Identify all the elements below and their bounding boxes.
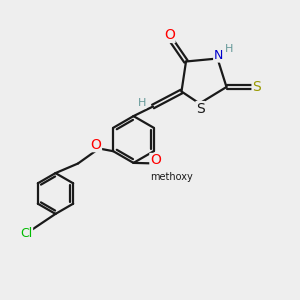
Text: Cl: Cl — [20, 227, 32, 240]
Text: N: N — [214, 49, 223, 62]
Text: O: O — [164, 28, 175, 42]
Text: O: O — [150, 154, 161, 167]
Text: O: O — [91, 138, 101, 152]
Text: H: H — [224, 44, 233, 55]
Text: H: H — [137, 98, 146, 109]
Text: S: S — [252, 80, 261, 94]
Text: methoxy: methoxy — [150, 172, 193, 182]
Text: S: S — [196, 102, 205, 116]
